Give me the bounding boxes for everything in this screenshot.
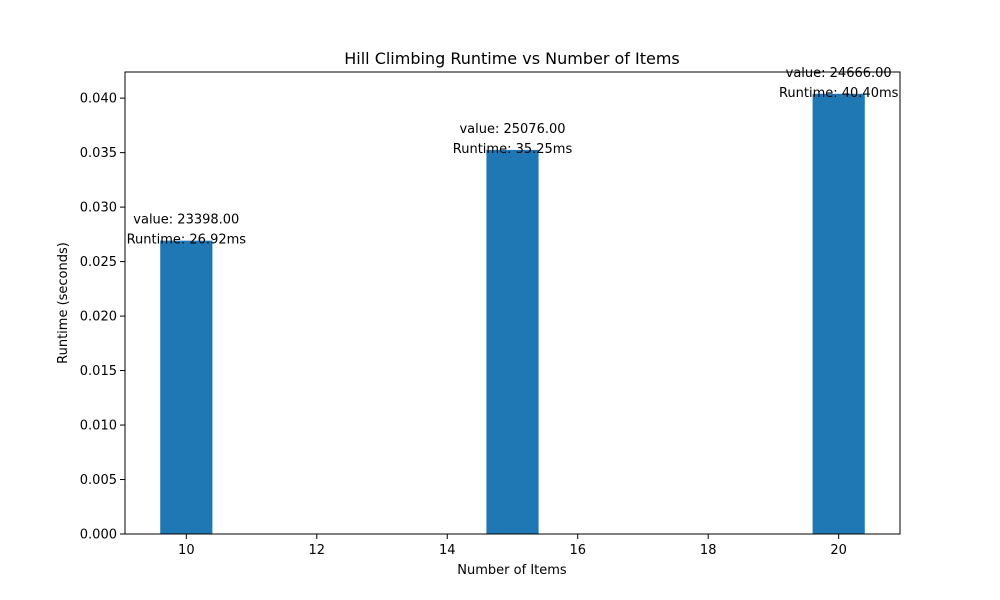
bar-data-label: Runtime: 26.92ms <box>127 233 247 248</box>
x-tick-label: 10 <box>178 543 195 558</box>
y-tick-label: 0.015 <box>80 364 117 379</box>
x-ticks-group: 10 12 14 16 18 20 <box>178 534 847 558</box>
bar-data-label: value: 25076.00 <box>459 122 565 137</box>
bars-group <box>160 93 865 534</box>
y-axis-label: Runtime (seconds) <box>56 242 71 364</box>
y-tick-label: 0.005 <box>80 473 117 488</box>
bar-data-label: Runtime: 40.40ms <box>779 86 899 101</box>
y-tick-label: 0.000 <box>80 528 117 543</box>
y-tick-label: 0.020 <box>80 310 117 325</box>
bar-data-label: value: 24666.00 <box>786 66 892 81</box>
x-axis-label: Number of Items <box>457 563 567 578</box>
x-tick-label: 20 <box>830 543 847 558</box>
y-tick-label: 0.010 <box>80 419 117 434</box>
y-tick-label: 0.040 <box>80 92 117 107</box>
bar <box>160 240 213 534</box>
x-tick-label: 12 <box>309 543 326 558</box>
bar <box>812 93 865 534</box>
y-tick-label: 0.025 <box>80 255 117 270</box>
bar-data-label: value: 23398.00 <box>133 213 239 228</box>
x-tick-label: 16 <box>569 543 586 558</box>
data-labels-group: value: 23398.00 Runtime: 26.92ms value: 25… <box>127 66 899 248</box>
bar <box>486 149 539 534</box>
y-tick-label: 0.030 <box>80 201 117 216</box>
plot-frame <box>124 71 901 535</box>
y-ticks-group: 0.000 0.005 0.010 0.015 0.020 0.025 0.030 0.035… <box>80 92 125 543</box>
chart-title: Hill Climbing Runtime vs Number of Items <box>344 49 680 68</box>
x-tick-label: 14 <box>439 543 456 558</box>
x-tick-label: 18 <box>700 543 717 558</box>
y-tick-label: 0.035 <box>80 146 117 161</box>
bar-data-label: Runtime: 35.25ms <box>453 142 573 157</box>
